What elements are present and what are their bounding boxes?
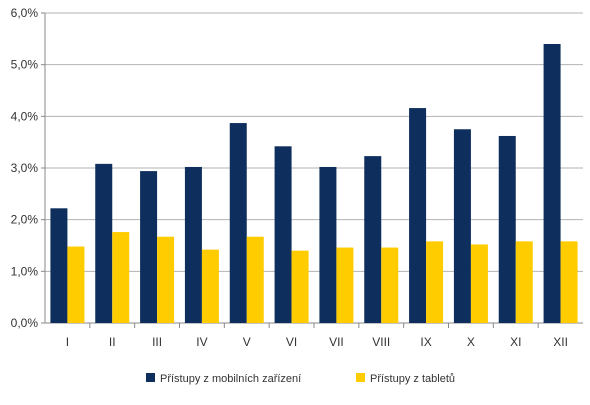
bar-mobile-IX	[409, 108, 427, 323]
bar-mobile-I	[50, 208, 68, 323]
y-tick-label: 0,0%	[11, 316, 39, 330]
bar-tablet-IV	[201, 249, 219, 323]
bars	[50, 44, 578, 323]
bar-tablet-V	[246, 236, 264, 323]
x-tick-label: III	[152, 335, 162, 349]
legend-label-mobile: Přístupy z mobilních zařízení	[160, 373, 301, 385]
x-tick-label: VII	[329, 335, 344, 349]
y-tick-label: 3,0%	[11, 161, 39, 175]
x-tick-label: XI	[510, 335, 521, 349]
x-tick-label: VIII	[372, 335, 390, 349]
bar-mobile-III	[140, 171, 158, 323]
y-tick-label: 5,0%	[11, 58, 39, 72]
bar-mobile-IV	[184, 166, 202, 323]
legend-swatch-mobile	[146, 373, 155, 382]
x-tick-label: V	[243, 335, 251, 349]
bar-mobile-VI	[274, 146, 292, 323]
bar-tablet-VIII	[381, 247, 399, 323]
x-tick-label: XII	[553, 335, 568, 349]
bar-mobile-II	[95, 163, 113, 323]
bar-mobile-XI	[498, 135, 516, 323]
bar-mobile-VIII	[364, 156, 382, 323]
x-tick-label: VI	[286, 335, 297, 349]
legend-label-tablet: Přístupy z tabletů	[370, 373, 455, 385]
x-axis-tick-labels: I II III IV V VI VII VIII IX X XI XII	[66, 335, 568, 349]
x-tick-label: IV	[196, 335, 207, 349]
bar-tablet-VI	[291, 250, 309, 323]
legend: Přístupy z mobilních zařízení Přístupy z …	[146, 373, 455, 385]
bar-mobile-VII	[319, 166, 337, 323]
bar-tablet-II	[112, 232, 130, 323]
y-axis-tick-labels: 0,0% 1,0% 2,0% 3,0% 4,0% 5,0% 6,0%	[11, 6, 39, 330]
bar-tablet-I	[67, 246, 85, 323]
x-tick-label: II	[109, 335, 116, 349]
bar-mobile-XII	[543, 44, 561, 323]
bar-mobile-X	[453, 129, 471, 323]
bar-mobile-V	[229, 123, 247, 323]
y-tick-label: 1,0%	[11, 264, 39, 278]
y-tick-label: 4,0%	[11, 109, 39, 123]
y-tick-label: 2,0%	[11, 213, 39, 227]
grid-lines	[45, 12, 583, 324]
bar-tablet-VII	[336, 247, 354, 323]
x-tick-label: IX	[420, 335, 431, 349]
bar-tablet-XI	[515, 241, 533, 323]
y-tick-label: 6,0%	[11, 6, 39, 20]
bar-tablet-IX	[426, 241, 444, 323]
x-tick-label: I	[66, 335, 69, 349]
x-tick-label: X	[467, 335, 475, 349]
bar-tablet-III	[157, 236, 175, 323]
axes	[41, 12, 583, 328]
bar-tablet-XII	[560, 241, 578, 323]
bar-tablet-X	[470, 244, 488, 323]
legend-swatch-tablet	[356, 373, 365, 382]
